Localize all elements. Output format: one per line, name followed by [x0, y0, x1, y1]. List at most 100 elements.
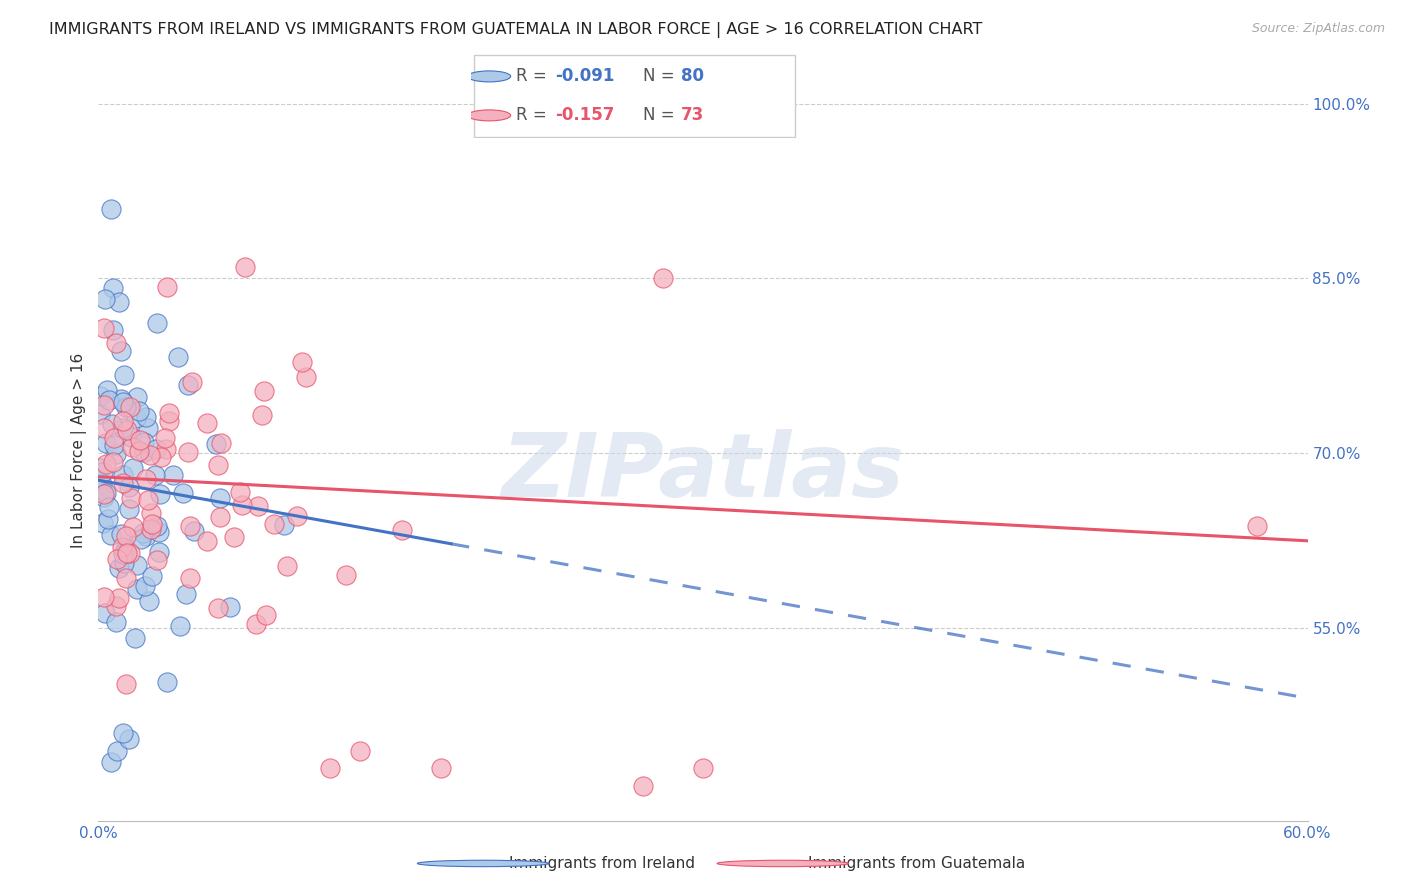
Point: [97, 512, 120, 526]
Point: [112, 368, 135, 382]
Point: [179, 571, 201, 585]
Point: [149, 487, 172, 501]
Point: [101, 455, 124, 469]
Point: [229, 484, 252, 499]
Point: [112, 476, 135, 491]
Point: [319, 761, 342, 775]
Point: [121, 460, 143, 475]
Point: [276, 559, 298, 574]
Point: [120, 430, 142, 444]
Point: [207, 600, 229, 615]
Point: [138, 594, 160, 608]
Point: [104, 615, 127, 629]
Point: [107, 294, 129, 309]
Point: [114, 541, 136, 555]
Point: [150, 450, 173, 464]
Point: [141, 568, 163, 582]
Point: [155, 442, 177, 457]
Circle shape: [717, 860, 849, 867]
Point: [118, 480, 141, 494]
Point: [91, 465, 114, 479]
Point: [218, 599, 240, 614]
Point: [122, 520, 145, 534]
Point: [89, 483, 111, 498]
Point: [183, 524, 205, 539]
Point: [157, 406, 180, 420]
Point: [138, 493, 160, 508]
Point: [111, 421, 134, 435]
Point: [105, 552, 128, 566]
Point: [139, 448, 162, 462]
Point: [132, 525, 155, 540]
Point: [134, 445, 156, 459]
Point: [105, 744, 128, 758]
Text: -0.157: -0.157: [555, 106, 614, 124]
Text: R =: R =: [516, 106, 551, 124]
Point: [111, 414, 134, 428]
Point: [207, 458, 229, 473]
Point: [208, 510, 231, 524]
Point: [103, 431, 125, 445]
Point: [128, 444, 150, 458]
Point: [231, 498, 253, 512]
Point: [91, 476, 114, 491]
Point: [115, 546, 138, 560]
Point: [89, 389, 111, 403]
Point: [110, 344, 132, 359]
Point: [245, 617, 267, 632]
Point: [121, 440, 143, 454]
Point: [156, 674, 179, 689]
Point: [112, 556, 135, 570]
Point: [138, 421, 160, 435]
Point: [157, 414, 180, 428]
Point: [134, 579, 156, 593]
Point: [146, 553, 169, 567]
Point: [89, 460, 111, 475]
Point: [263, 516, 285, 531]
Y-axis label: In Labor Force | Age > 16: In Labor Force | Age > 16: [72, 353, 87, 548]
Point: [250, 408, 273, 422]
Point: [93, 320, 115, 334]
Point: [120, 491, 142, 505]
Point: [146, 316, 169, 330]
Text: ZIPatlas: ZIPatlas: [502, 429, 904, 516]
Point: [135, 410, 157, 425]
Point: [205, 436, 228, 450]
Point: [115, 400, 138, 414]
Point: [103, 437, 125, 451]
Point: [172, 486, 194, 500]
Point: [93, 487, 115, 501]
Point: [139, 506, 162, 520]
Point: [125, 582, 148, 597]
Point: [180, 375, 202, 389]
Point: [233, 260, 256, 274]
Point: [254, 608, 277, 623]
Point: [100, 756, 122, 770]
Point: [93, 590, 115, 604]
Point: [112, 547, 135, 561]
Text: R =: R =: [516, 68, 551, 86]
Point: [222, 531, 245, 545]
Text: 73: 73: [681, 106, 704, 124]
Point: [104, 447, 127, 461]
Point: [89, 407, 111, 421]
Point: [93, 491, 115, 505]
Point: [110, 392, 132, 407]
Point: [101, 322, 124, 336]
Point: [125, 390, 148, 404]
Point: [115, 677, 138, 691]
Point: [177, 445, 200, 459]
Point: [177, 378, 200, 392]
Point: [94, 436, 117, 450]
Point: [148, 524, 170, 539]
Point: [651, 271, 673, 285]
Point: [132, 434, 155, 449]
Point: [94, 293, 117, 307]
Point: [349, 744, 371, 758]
Point: [94, 486, 117, 500]
Point: [195, 416, 218, 430]
Point: [127, 558, 149, 572]
Point: [117, 423, 139, 437]
Circle shape: [418, 860, 548, 867]
Point: [148, 545, 170, 559]
